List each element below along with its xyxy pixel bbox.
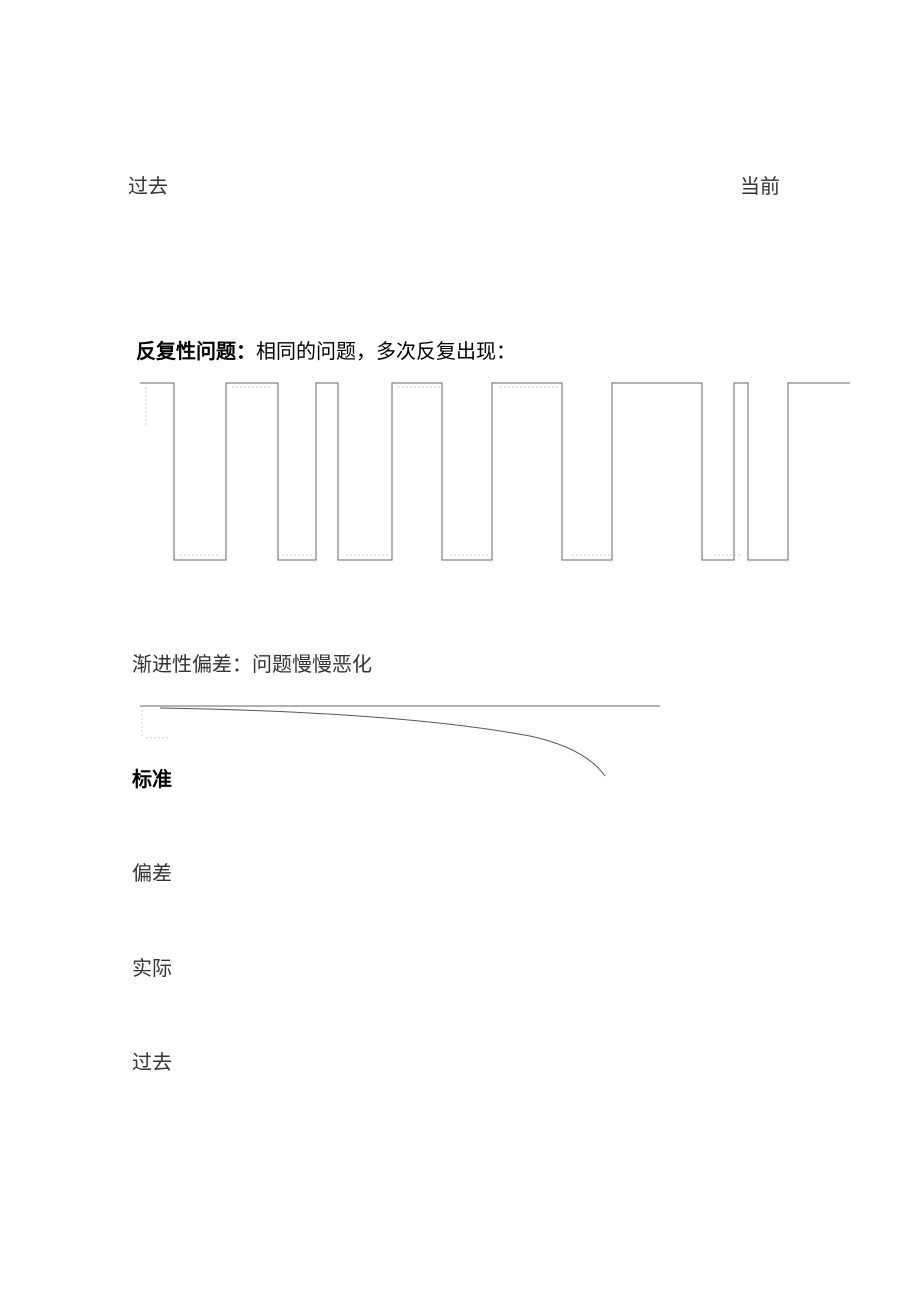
label-actual: 实际 bbox=[132, 952, 172, 981]
label-past-bottom: 过去 bbox=[132, 1046, 172, 1075]
label-deviation: 偏差 bbox=[132, 857, 172, 886]
label-standard: 标准 bbox=[132, 763, 172, 792]
label-past-top: 过去 bbox=[128, 170, 168, 199]
decline-curve-chart bbox=[140, 698, 700, 778]
section-1-heading-bold: 反复性问题： bbox=[136, 341, 256, 363]
section-1-heading: 反复性问题：相同的问题，多次反复出现： bbox=[136, 335, 516, 364]
pulse-wave-chart bbox=[140, 375, 850, 570]
label-current-top: 当前 bbox=[740, 170, 780, 199]
section-1-heading-normal: 相同的问题，多次反复出现： bbox=[256, 341, 516, 363]
section-2-heading: 渐进性偏差：问题慢慢恶化 bbox=[132, 648, 372, 677]
